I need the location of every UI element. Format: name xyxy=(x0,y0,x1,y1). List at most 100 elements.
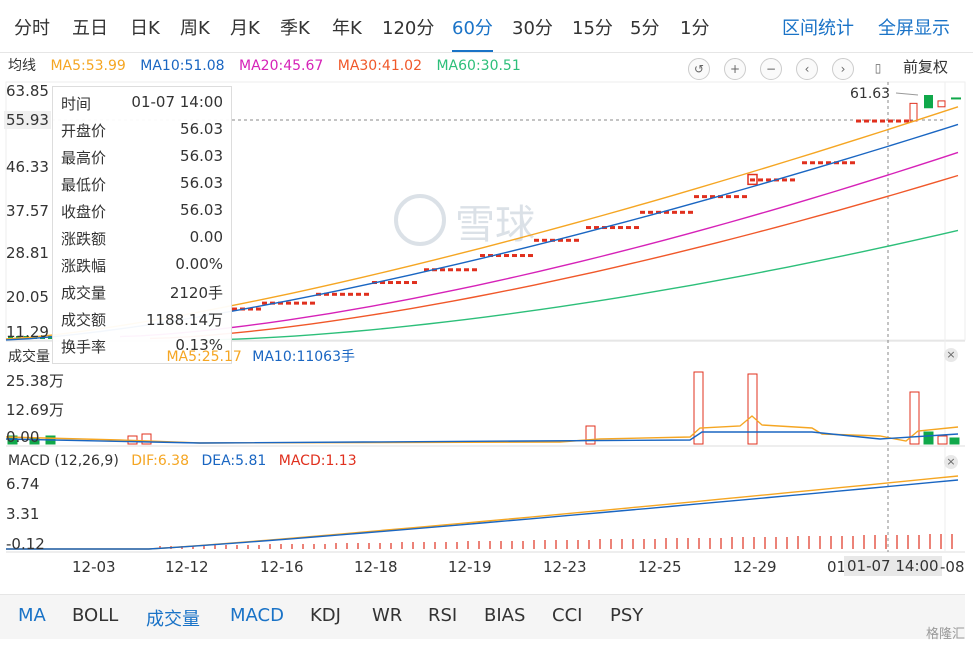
tooltip-row: 换手率 0.13% xyxy=(61,336,223,362)
scroll-left-icon[interactable]: ‹ xyxy=(796,58,818,80)
candle xyxy=(909,102,918,122)
price-tick-selected: 55.93 xyxy=(4,111,51,129)
tab-monthly-k[interactable]: 月K xyxy=(230,18,260,39)
dea-line xyxy=(6,479,959,550)
tab-60min[interactable]: 60分 xyxy=(452,14,493,52)
tab-30min[interactable]: 30分 xyxy=(512,18,553,39)
adjust-mode-label[interactable]: 前复权 xyxy=(903,58,949,76)
indicator-tabbar: MA BOLL 成交量 MACD KDJ WR RSI BIAS CCI PSY xyxy=(0,594,965,639)
price-tick: 46.33 xyxy=(6,158,49,176)
close-volume-icon[interactable]: × xyxy=(944,348,958,362)
tab-wr[interactable]: WR xyxy=(372,605,403,626)
tooltip-value: 56.03 xyxy=(180,174,223,192)
range-stats-link[interactable]: 区间统计 xyxy=(782,18,854,39)
tooltip-row: 成交量 2120手 xyxy=(61,282,223,308)
tab-daily-k[interactable]: 日K xyxy=(130,18,160,39)
volume-bar xyxy=(693,371,704,445)
x-tick: 12-25 xyxy=(638,558,682,576)
volume-bar xyxy=(585,425,596,445)
tab-1min[interactable]: 1分 xyxy=(680,18,710,39)
watermark-logo: 雪球 xyxy=(394,194,535,248)
macd-value: MACD:1.13 xyxy=(278,453,357,469)
macd-tick: 3.31 xyxy=(6,505,40,523)
tab-quarterly-k[interactable]: 季K xyxy=(280,18,310,39)
ma60-value: MA60:30.51 xyxy=(436,58,521,74)
tooltip-row: 最低价 56.03 xyxy=(61,174,223,200)
high-marker-line xyxy=(895,92,919,96)
fullscreen-link[interactable]: 全屏显示 xyxy=(878,18,950,39)
tab-15min[interactable]: 15分 xyxy=(572,18,613,39)
x-tick: 12-03 xyxy=(72,558,116,576)
volume-ma10-line xyxy=(5,431,959,444)
x-tick: 12-23 xyxy=(543,558,587,576)
tooltip-value: 56.03 xyxy=(180,147,223,165)
volume-bars xyxy=(5,371,960,445)
high-marker-label: 61.63 xyxy=(850,86,890,102)
tab-macd[interactable]: MACD xyxy=(230,605,284,626)
close-macd-icon[interactable]: × xyxy=(944,455,958,469)
ma30-value: MA30:41.02 xyxy=(337,58,423,74)
candle xyxy=(747,173,758,186)
volume-ma10: MA10:11063手 xyxy=(252,349,355,365)
candle xyxy=(924,95,933,109)
tooltip-key: 成交量 xyxy=(61,284,107,302)
tooltip-key: 换手率 xyxy=(61,338,107,356)
tab-rsi[interactable]: RSI xyxy=(428,605,458,626)
x-tick: 12-16 xyxy=(260,558,304,576)
volume-ma5-line xyxy=(5,415,959,444)
macd-histogram xyxy=(159,534,953,549)
tooltip-row: 时间 01-07 14:00 xyxy=(61,93,223,119)
tab-weekly-k[interactable]: 周K xyxy=(180,18,210,39)
macd-dea: DEA:5.81 xyxy=(201,453,267,469)
candle-style-icon[interactable]: ▯ xyxy=(874,61,882,75)
ma20-line xyxy=(119,151,959,338)
macd-tick: 6.74 xyxy=(6,475,40,493)
tooltip-key: 时间 xyxy=(61,95,92,113)
scroll-right-icon[interactable]: › xyxy=(832,58,854,80)
chart-canvas: 雪球 61.63 xyxy=(5,81,966,553)
tab-kdj[interactable]: KDJ xyxy=(310,605,341,626)
volume-tick: 12.69万 xyxy=(6,401,64,419)
tooltip-key: 成交额 xyxy=(61,311,107,329)
zoom-out-icon[interactable]: − xyxy=(760,58,782,80)
tooltip-row: 收盘价 56.03 xyxy=(61,201,223,227)
ma20-value: MA20:45.67 xyxy=(239,58,324,74)
tooltip-row: 成交额 1188.14万 xyxy=(61,309,223,335)
volume-ma5: MA5:25.17 xyxy=(166,349,242,365)
x-tick: 12-29 xyxy=(733,558,777,576)
tooltip-value: 0.00% xyxy=(175,255,223,273)
period-tabbar: 分时 五日 日K 周K 月K 季K 年K 120分 60分 30分 15分 5分… xyxy=(0,0,973,53)
tab-yearly-k[interactable]: 年K xyxy=(332,18,362,39)
tooltip-value: 1188.14万 xyxy=(145,311,223,329)
macd-lines xyxy=(6,475,959,550)
tab-boll[interactable]: BOLL xyxy=(72,605,119,626)
zoom-in-icon[interactable]: + xyxy=(724,58,746,80)
volume-bar xyxy=(7,435,18,445)
tab-bias[interactable]: BIAS xyxy=(484,605,526,626)
tooltip-key: 收盘价 xyxy=(61,203,107,221)
brand-watermark: 格隆汇 xyxy=(925,627,965,642)
x-tick: 12-18 xyxy=(354,558,398,576)
tab-volume[interactable]: 成交量 xyxy=(146,609,200,630)
tab-5min[interactable]: 5分 xyxy=(630,18,660,39)
macd-legend: MACD (12,26,9) DIF:6.38 DEA:5.81 MACD:1.… xyxy=(8,453,365,469)
x-selected-time: 01-07 14:00 xyxy=(844,556,942,576)
tooltip-key: 开盘价 xyxy=(61,122,107,140)
volume-tick: 0.00 xyxy=(6,428,40,446)
tab-120min[interactable]: 120分 xyxy=(382,18,435,39)
tooltip-row: 开盘价 56.03 xyxy=(61,120,223,146)
volume-bar xyxy=(923,431,934,445)
reset-icon[interactable]: ↺ xyxy=(688,58,710,80)
tab-ma[interactable]: MA xyxy=(18,605,46,626)
price-tick: 11.29 xyxy=(6,323,49,341)
tab-intraday[interactable]: 分时 xyxy=(14,18,50,39)
price-tick: 37.57 xyxy=(6,202,49,220)
tooltip-row: 最高价 56.03 xyxy=(61,147,223,173)
ma-legend-label: 均线 xyxy=(8,58,36,74)
ma10-value: MA10:51.08 xyxy=(140,58,225,74)
x-tick: 12-12 xyxy=(165,558,209,576)
tab-cci[interactable]: CCI xyxy=(552,605,583,626)
ohlc-tooltip: 时间 01-07 14:00 开盘价 56.03 最高价 56.03 最低价 56.03… xyxy=(52,86,232,364)
tab-psy[interactable]: PSY xyxy=(610,605,644,626)
tab-five-day[interactable]: 五日 xyxy=(72,18,108,39)
